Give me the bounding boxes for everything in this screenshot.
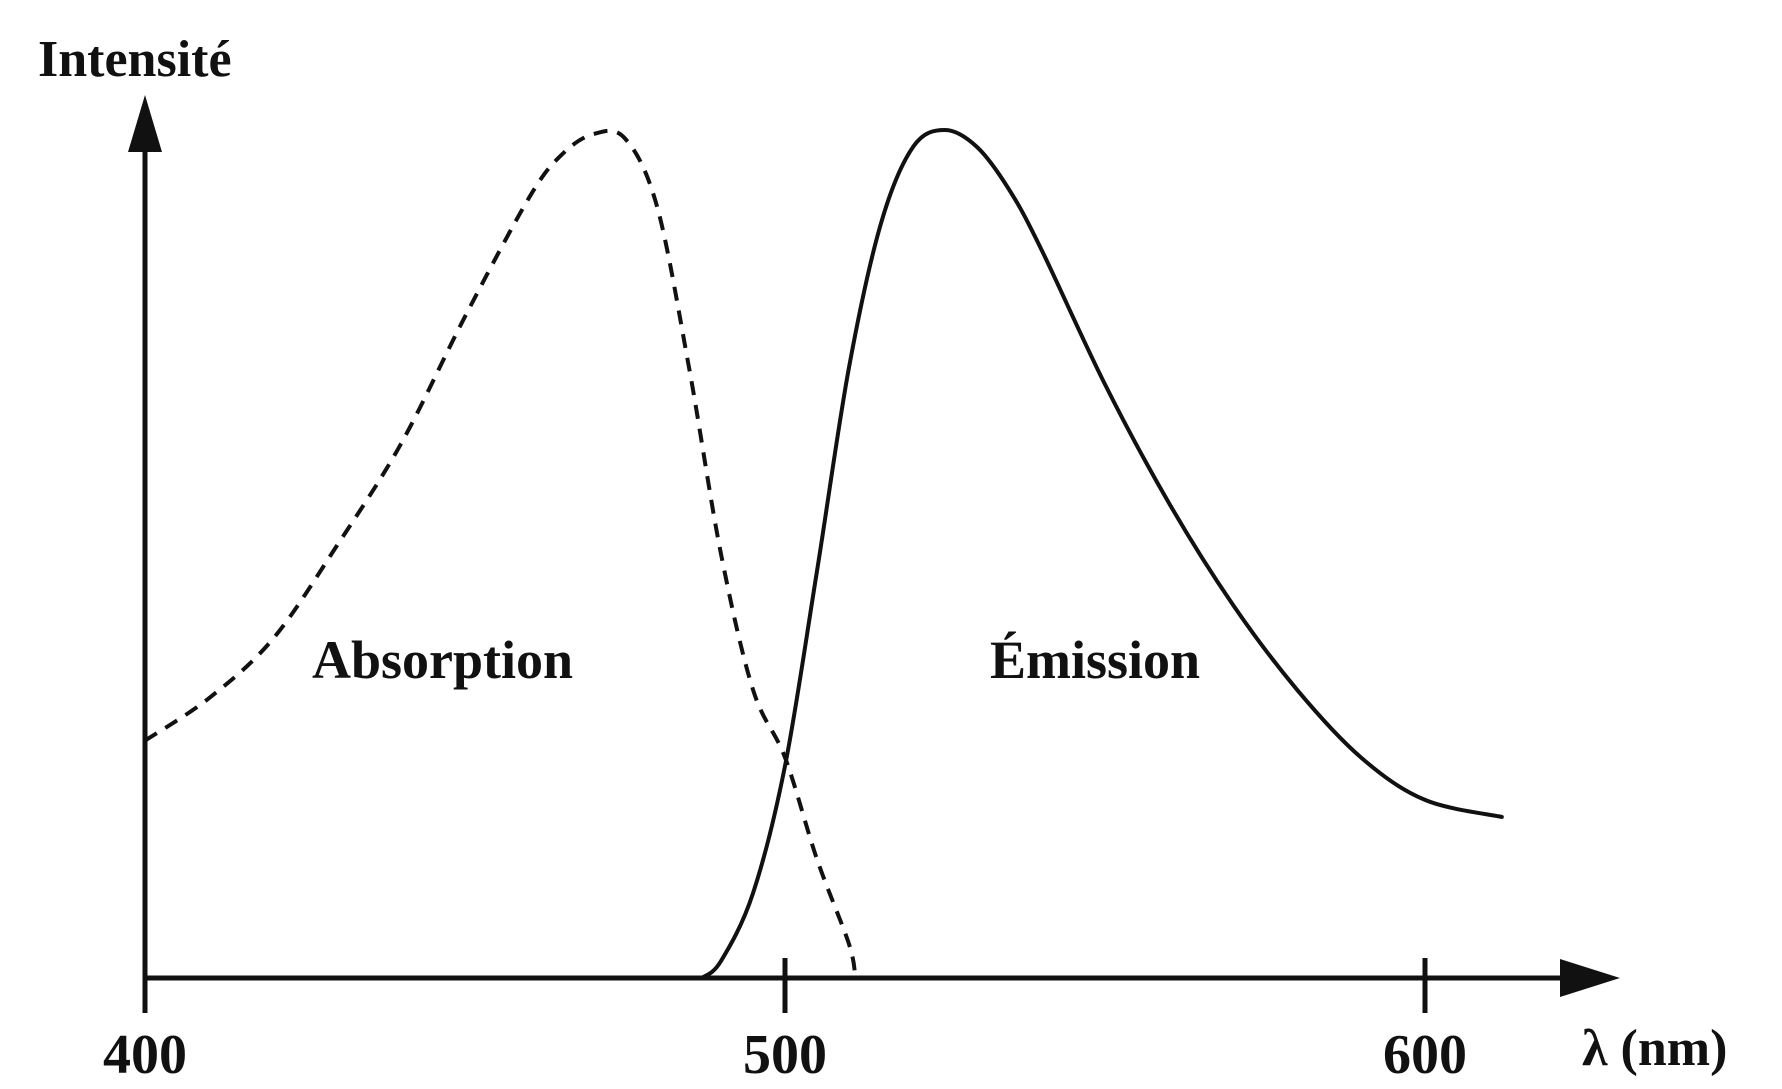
emission-curve bbox=[699, 128, 1504, 980]
x-tick-label: 600 bbox=[1383, 1024, 1467, 1086]
x-tick-label: 400 bbox=[103, 1024, 187, 1086]
x-axis-arrow bbox=[1560, 959, 1620, 997]
x-axis-label: λ (nm) bbox=[1582, 1020, 1727, 1077]
absorption-label: Absorption bbox=[312, 630, 573, 690]
y-axis-arrow bbox=[128, 95, 162, 152]
x-ticks: 400 500 600 bbox=[103, 958, 1467, 1086]
y-axis-label: Intensité bbox=[38, 31, 232, 88]
absorption-curve bbox=[143, 128, 858, 979]
emission-label: Émission bbox=[990, 630, 1200, 690]
x-tick-label: 500 bbox=[743, 1024, 827, 1086]
